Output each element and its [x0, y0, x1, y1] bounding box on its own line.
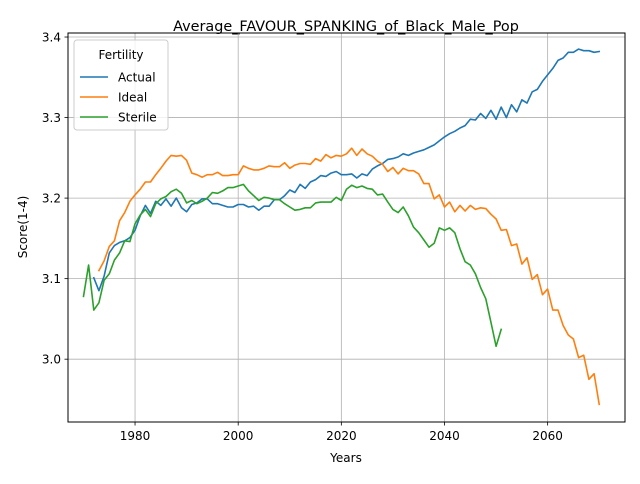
legend-box — [73, 39, 169, 131]
plot-frame — [67, 32, 626, 423]
x-tick-label: 2060 — [532, 429, 563, 443]
x-tick-label: 2040 — [429, 429, 460, 443]
y-tick-label: 3.0 — [42, 353, 61, 367]
series-line-sterile — [82, 183, 503, 348]
x-axis-label: Years — [329, 451, 362, 465]
x-tick-label: 2000 — [223, 429, 254, 443]
y-tick-label: 3.2 — [42, 192, 61, 206]
y-tick-label: 3.1 — [42, 272, 61, 286]
series-line-ideal — [97, 147, 601, 406]
y-tick-label: 3.3 — [42, 111, 61, 125]
y-axis-ticks: 3.0 3.1 3.2 3.3 3.4 — [42, 31, 68, 367]
x-tick-label: 2020 — [326, 429, 357, 443]
series-line-actual — [92, 48, 601, 292]
legend-label-actual: Actual — [118, 71, 156, 85]
y-axis-label: Score(1-4) — [16, 196, 30, 259]
x-axis-ticks: 1980 2000 2020 2040 2060 — [120, 422, 563, 443]
y-tick-label: 3.4 — [42, 31, 61, 45]
series-lines — [82, 48, 601, 406]
x-tick-label: 1980 — [120, 429, 151, 443]
legend-label-sterile: Sterile — [118, 111, 157, 125]
legend-title: Fertility — [98, 48, 143, 62]
legend-label-ideal: Ideal — [118, 91, 147, 105]
chart-title: Average_FAVOUR_SPANKING_of_Black_Male_Po… — [173, 19, 519, 35]
legend-items: Actual Ideal Sterile — [80, 71, 157, 125]
legend: Fertility Actual Ideal Sterile — [73, 39, 169, 131]
